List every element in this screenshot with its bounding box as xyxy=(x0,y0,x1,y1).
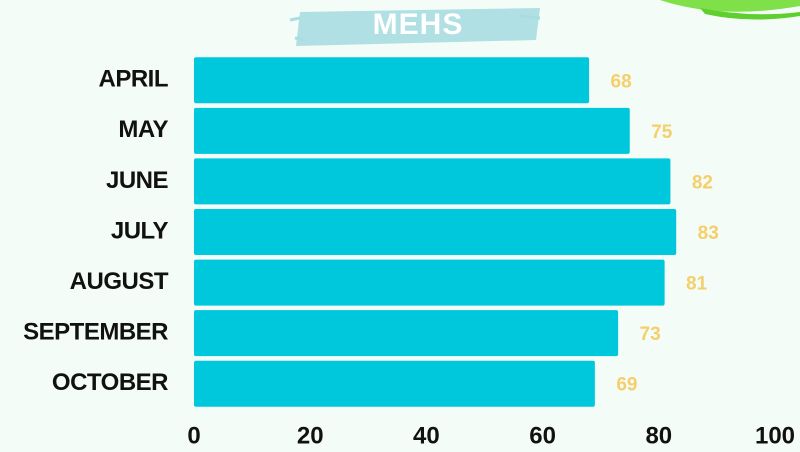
value-label: 81 xyxy=(686,274,708,295)
value-label: 83 xyxy=(698,223,719,244)
y-tick-label: APRIL xyxy=(99,66,169,93)
x-tick-label: 20 xyxy=(297,422,324,449)
x-tick-label: 100 xyxy=(755,422,795,449)
x-tick-label: 60 xyxy=(529,422,556,449)
decoration xyxy=(289,0,800,46)
bar xyxy=(194,360,595,407)
y-tick-label: MAY xyxy=(118,116,168,143)
bar xyxy=(194,259,665,306)
x-tick-label: 80 xyxy=(645,422,672,449)
value-label: 73 xyxy=(640,324,661,345)
y-tick-label: OCTOBER xyxy=(52,369,168,396)
bar xyxy=(194,107,630,154)
value-label: 82 xyxy=(692,172,713,193)
x-tick-label: 0 xyxy=(187,422,200,449)
value-label: 68 xyxy=(611,71,632,92)
value-label: 75 xyxy=(651,122,673,143)
chart-title: MEHS xyxy=(373,8,464,41)
bar xyxy=(194,158,671,205)
bar xyxy=(194,310,619,357)
y-tick-label: AUGUST xyxy=(70,268,169,295)
y-tick-label: JULY xyxy=(111,217,169,244)
y-tick-label: JUNE xyxy=(106,167,169,194)
x-tick-label: 40 xyxy=(413,422,440,449)
bar xyxy=(194,209,677,255)
value-label: 69 xyxy=(616,375,637,396)
y-tick-label: SEPTEMBER xyxy=(23,318,168,345)
bar xyxy=(194,57,590,104)
